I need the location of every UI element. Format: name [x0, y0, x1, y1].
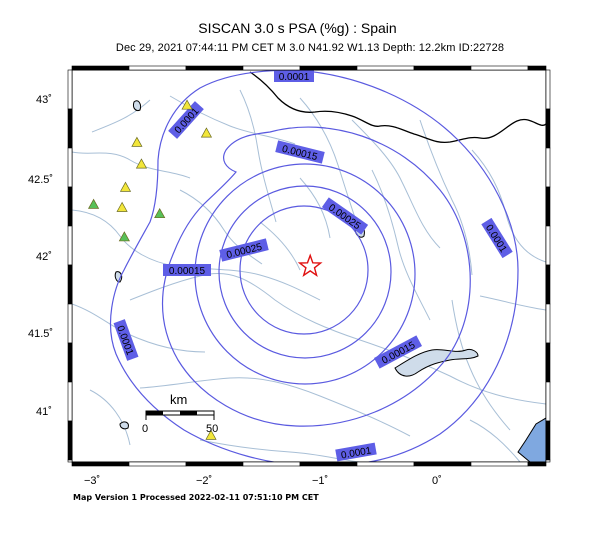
frame-segment [527, 461, 547, 467]
lon-tick: −1˚ [312, 475, 328, 487]
frame-segment [545, 225, 551, 266]
frame-segment [67, 69, 73, 110]
map-title: SISCAN 3.0 s PSA (%g) : Spain [198, 20, 397, 36]
event-info: Dec 29, 2021 07:44:11 PM CET M 3.0 N41.9… [115, 42, 505, 54]
frame-scale [67, 65, 551, 467]
contour-label-text: 0.00015 [169, 266, 206, 277]
contour-label: 0.0001 [274, 70, 314, 83]
frame-segment [67, 342, 73, 383]
station-green-triangle [154, 207, 166, 219]
frame-segment [67, 303, 73, 344]
frame-segment [356, 65, 415, 71]
processed-note: Map Version 1 Processed 2022-02-11 07:51… [73, 493, 319, 502]
frame-segment [356, 461, 415, 467]
seismic-stations [87, 99, 217, 440]
lon-tick: −3˚ [84, 475, 100, 487]
frame-segment [545, 264, 551, 305]
station-yellow-triangle [200, 127, 213, 138]
frame-segment [67, 186, 73, 227]
station-green-triangle [118, 231, 130, 242]
contour-label: 0.0001 [335, 442, 377, 462]
frame-segment [185, 461, 244, 467]
lat-tick: 43˚ [36, 94, 52, 106]
distance-scale: km 0 50 [142, 392, 218, 435]
frame-segment [185, 65, 244, 71]
frame-segment [545, 342, 551, 383]
map-area [72, 70, 546, 462]
frame-segment [67, 264, 73, 305]
frame-segment [67, 381, 73, 422]
frame-segment [527, 65, 547, 71]
frame-segment [67, 459, 73, 463]
frame-segment [67, 108, 73, 149]
scale-end: 50 [206, 423, 218, 435]
frame-segment [67, 225, 73, 266]
lat-tick: 41˚ [36, 406, 52, 418]
frame-segment [413, 461, 472, 467]
frame-segment [545, 186, 551, 227]
station-yellow-triangle [116, 201, 128, 212]
lat-tick: 42.5˚ [28, 174, 53, 186]
frame-segment [413, 65, 472, 71]
scale-start: 0 [142, 423, 148, 435]
frame-segment [470, 65, 529, 71]
frame-segment [128, 461, 187, 467]
longitude-labels: −3˚ −2˚ −1˚ 0˚ [84, 475, 442, 487]
lon-tick: −2˚ [196, 475, 212, 487]
epicenter-marker [297, 253, 323, 277]
frame-segment [545, 69, 551, 110]
frame-segment [242, 461, 301, 467]
frame-segment [242, 65, 301, 71]
frame-segment [128, 65, 187, 71]
sea-area [517, 417, 546, 462]
station-yellow-triangle [135, 158, 148, 169]
station-yellow-triangle [131, 136, 143, 147]
contour-label-text: 0.0001 [340, 445, 372, 461]
latitude-labels: 43˚ 42.5˚ 42˚ 41.5˚ 41˚ [28, 94, 53, 418]
contour-label: 0.00015 [163, 264, 211, 277]
frame-segment [470, 461, 529, 467]
frame-segment [299, 65, 358, 71]
lon-tick: 0˚ [432, 475, 442, 487]
contour-label-text: 0.0001 [279, 72, 310, 83]
frame-segment [71, 461, 130, 467]
frame-segment [545, 459, 551, 463]
station-yellow-triangle [205, 429, 217, 440]
frame-segment [545, 303, 551, 344]
frame-segment [545, 147, 551, 188]
frame-segment [71, 65, 130, 71]
scale-unit: km [170, 392, 187, 407]
frame-segment [545, 108, 551, 149]
national-border [249, 71, 546, 144]
frame-segment [67, 420, 73, 461]
lat-tick: 41.5˚ [28, 328, 53, 340]
frame-segment [545, 381, 551, 422]
station-green-triangle [87, 198, 100, 209]
frame-segment [67, 147, 73, 188]
epicenter-star-icon [297, 253, 323, 277]
station-yellow-triangle [119, 181, 132, 192]
lat-tick: 42˚ [36, 251, 52, 263]
frame-segment [545, 420, 551, 461]
frame-segment [299, 461, 358, 467]
station-yellow-triangle [181, 99, 193, 110]
